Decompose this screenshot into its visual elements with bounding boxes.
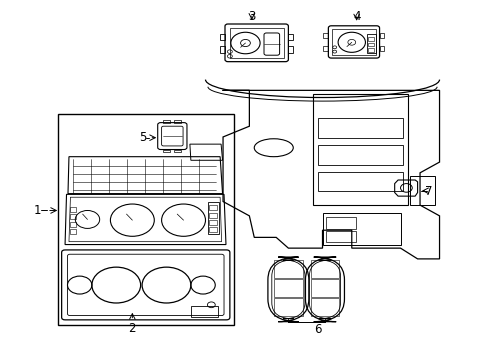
Bar	[273, 298, 303, 316]
Text: 3: 3	[247, 10, 255, 23]
Bar	[220, 46, 224, 53]
Bar	[70, 229, 76, 234]
Bar	[367, 48, 373, 51]
Bar	[367, 37, 373, 41]
Bar	[70, 215, 76, 220]
Bar	[317, 145, 402, 165]
Text: 7: 7	[424, 185, 431, 198]
Bar	[379, 45, 384, 51]
Bar	[208, 220, 217, 225]
Text: 5: 5	[138, 131, 146, 144]
Bar	[366, 35, 375, 53]
Bar	[323, 45, 328, 51]
Text: 1: 1	[33, 204, 41, 217]
Bar	[162, 120, 169, 123]
Bar	[311, 279, 338, 297]
Bar	[288, 34, 293, 40]
Bar	[331, 29, 375, 55]
Bar	[58, 114, 233, 325]
Bar	[173, 149, 181, 152]
Bar	[208, 227, 217, 232]
Bar	[317, 118, 402, 138]
Bar	[326, 231, 355, 242]
Bar	[162, 149, 169, 152]
Bar	[326, 217, 355, 229]
Bar	[273, 260, 303, 278]
Bar	[208, 206, 217, 211]
Bar	[379, 33, 384, 39]
Bar	[322, 213, 400, 245]
Bar	[367, 42, 373, 46]
Bar	[173, 120, 181, 123]
Bar	[323, 33, 328, 39]
Bar	[311, 260, 338, 278]
Bar	[317, 172, 402, 192]
Bar	[409, 176, 434, 205]
Bar	[311, 298, 338, 316]
Bar	[190, 306, 217, 317]
Bar	[220, 34, 224, 40]
Text: 2: 2	[128, 322, 136, 335]
Bar	[70, 207, 76, 212]
Bar	[207, 202, 218, 234]
Text: 6: 6	[313, 323, 321, 336]
Bar	[288, 46, 293, 53]
Bar	[312, 94, 407, 205]
Text: 4: 4	[352, 10, 360, 23]
Bar	[208, 213, 217, 218]
Bar	[229, 28, 283, 58]
Bar	[273, 279, 303, 297]
Bar	[70, 222, 76, 226]
